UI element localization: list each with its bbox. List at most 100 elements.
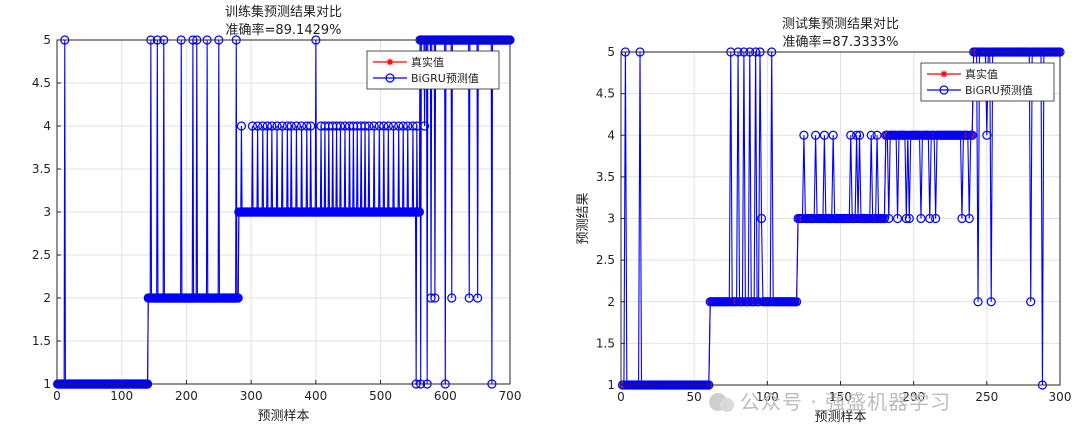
data-point: [884, 213, 894, 224]
y-tick-label: 3: [607, 212, 615, 226]
data-point: [866, 130, 876, 140]
data-point: [955, 130, 966, 140]
x-tick-label: 250: [975, 390, 998, 404]
legend-circle-marker: [939, 85, 949, 95]
y-tick-label: 2.5: [32, 248, 51, 262]
data-point: [819, 130, 830, 140]
accuracy-subtitle: 准确率=89.1429%: [225, 22, 341, 38]
y-tick-label: 4.5: [596, 87, 615, 101]
x-tick-label: 300: [240, 389, 263, 403]
x-tick-label: 0: [53, 389, 61, 403]
data-point: [236, 121, 247, 131]
legend-label: 真实值: [411, 55, 444, 69]
y-tick-label: 4: [43, 119, 51, 133]
data-point: [724, 297, 734, 307]
y-tick-label: 3: [43, 205, 51, 219]
data-point: [957, 213, 967, 224]
x-axis-label: 预测样本: [814, 410, 866, 425]
x-tick-label: 200: [175, 389, 198, 403]
y-tick-label: 3.5: [596, 170, 615, 184]
data-point: [286, 121, 296, 131]
legend: 真实值 BiGRU预测值: [366, 50, 500, 90]
data-point: [872, 130, 882, 140]
data-point: [799, 130, 809, 140]
data-point: [272, 121, 282, 131]
legend-item: BiGRU预测值: [373, 72, 479, 85]
data-point: [765, 297, 775, 307]
legend-star-marker: [386, 58, 394, 66]
data-point: [753, 297, 764, 307]
data-point: [277, 121, 287, 131]
data-point: [851, 130, 862, 140]
data-point: [903, 130, 913, 140]
legend-box: [920, 62, 1055, 102]
data-point: [374, 121, 384, 131]
data-point: [871, 213, 881, 224]
test-chart: 0 50 100 150 200 250 300 1 1.5 2 2.5 3 3.5 4 4.5 5 测试集预测…: [576, 16, 1071, 425]
data-point: [447, 293, 457, 303]
legend-circle-marker: [385, 73, 395, 83]
data-point: [850, 213, 860, 224]
data-point: [297, 121, 307, 131]
chart-title: 测试集预测结果对比: [782, 16, 899, 32]
x-tick-label: 150: [829, 390, 852, 404]
accuracy-subtitle: 准确率=87.3333%: [782, 34, 898, 50]
data-point: [335, 121, 346, 131]
x-tick-label: 700: [499, 389, 522, 403]
x-tick-label: 100: [756, 390, 779, 404]
data-point: [844, 213, 854, 224]
legend-label: BiGRU预测值: [411, 72, 479, 85]
y-tick-label: 3.5: [32, 162, 51, 176]
watermark-text: 公众号 · 强盛机器学习: [740, 390, 951, 414]
legend-item: BiGRU预测值: [927, 84, 1033, 97]
data-point: [282, 121, 292, 131]
data-point: [430, 293, 440, 303]
y-tick-label: 5: [43, 33, 51, 47]
y-tick-label: 4: [607, 128, 615, 142]
watermark: 公众号 · 强盛机器学习: [709, 390, 951, 414]
data-point: [846, 130, 856, 140]
data-point: [379, 121, 389, 131]
y-tick-label: 2.5: [596, 253, 615, 267]
data-point: [756, 213, 767, 224]
data-point: [964, 213, 974, 224]
data-point: [743, 297, 753, 307]
data-point: [360, 121, 370, 131]
y-tick-label: 2: [607, 295, 615, 309]
data-point: [233, 293, 243, 303]
legend: 真实值 BiGRU预测值: [920, 62, 1055, 102]
data-point: [364, 121, 374, 131]
data-point: [749, 297, 759, 307]
data-point: [737, 297, 748, 307]
data-point: [419, 121, 430, 131]
data-point: [982, 130, 992, 140]
data-point: [891, 130, 901, 140]
data-point: [904, 213, 914, 224]
data-point: [914, 130, 925, 140]
data-point: [369, 121, 379, 131]
data-point: [818, 213, 828, 224]
data-point: [986, 297, 996, 307]
data-point: [892, 213, 903, 224]
y-tick-label: 1: [607, 378, 615, 392]
data-point: [973, 297, 983, 307]
data-point: [306, 121, 316, 131]
data-point: [258, 121, 268, 131]
data-point: [1026, 297, 1036, 307]
x-tick-label: 100: [110, 389, 133, 403]
data-point: [963, 130, 973, 140]
y-tick-label: 2: [43, 291, 51, 305]
x-tick-label: 600: [434, 389, 457, 403]
data-point: [398, 121, 408, 131]
x-tick-label: 300: [1049, 390, 1072, 404]
data-point: [262, 121, 272, 131]
legend-star-marker: [940, 70, 948, 78]
data-point: [414, 207, 424, 217]
data-point: [791, 297, 802, 307]
y-tick-label: 1.5: [596, 336, 615, 350]
data-point: [879, 213, 890, 224]
y-axis-label: 预测结果: [576, 192, 591, 244]
data-point: [916, 213, 926, 224]
data-point: [267, 121, 277, 131]
